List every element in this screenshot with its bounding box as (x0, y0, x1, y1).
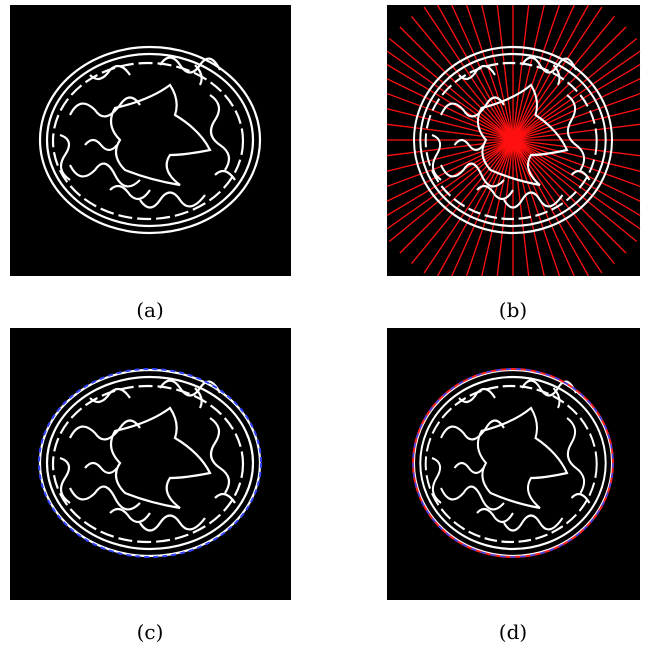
panel-label: (c) (110, 620, 190, 644)
panel-label: (b) (473, 298, 553, 322)
figure-images (0, 0, 649, 648)
panel-label: (a) (110, 298, 190, 322)
figure: (a) (b) (c) (d) (0, 0, 649, 648)
panel-label: (d) (473, 620, 553, 644)
